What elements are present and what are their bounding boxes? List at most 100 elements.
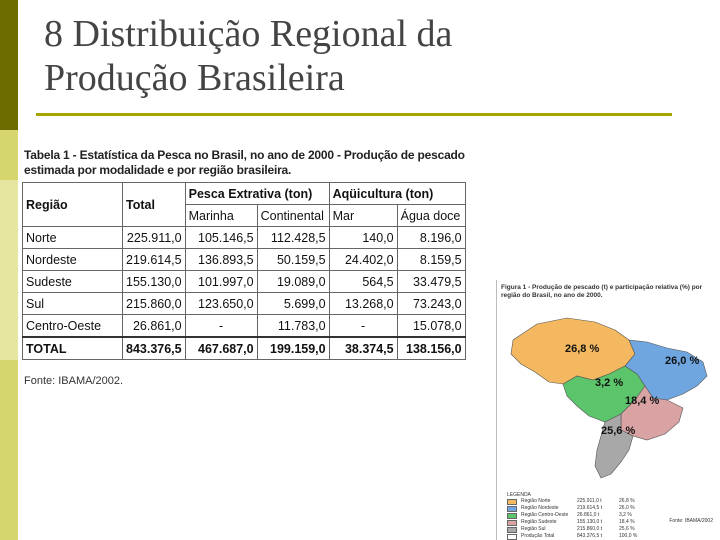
cell-marinha: 467.687,0 [184, 336, 258, 360]
fishing-statistics-table: Região Total Pesca Extrativa (ton) Aqüic… [22, 182, 466, 360]
legend-pct: 26,8 % [619, 498, 635, 504]
cell-regiao: Nordeste [22, 248, 123, 271]
cell-regiao: Sul [22, 292, 123, 315]
legend-title: LEGENDA [507, 492, 531, 498]
header-agua-doce: Água doce [396, 204, 466, 227]
map-caption: Figura 1 - Produção de pescado (t) e par… [501, 284, 703, 299]
cell-marinha: 136.893,5 [184, 248, 258, 271]
table-row: Centro-Oeste 26.861,0 - 11.783,0 - 15.07… [22, 314, 466, 338]
cell-mar: 38.374,5 [328, 336, 398, 360]
table-source: Fonte: IBAMA/2002. [24, 375, 124, 387]
label-centro-oeste: 3,2 % [595, 377, 623, 389]
cell-mar: 13.268,0 [328, 292, 398, 315]
cell-total: 843.376,5 [122, 336, 186, 360]
legend-name: Produção Total [521, 533, 555, 539]
header-total: Total [122, 182, 186, 227]
cell-continental: 11.783,0 [256, 314, 330, 338]
label-sul: 25,6 % [601, 425, 635, 437]
legend-value: 26.861,0 t [577, 512, 600, 518]
cell-mar: 24.402,0 [328, 248, 398, 271]
cell-mar: 564,5 [328, 270, 398, 293]
legend-pct: 3,2 % [619, 512, 632, 518]
region-sul [594, 413, 634, 479]
table-total-row: TOTAL 843.376,5 467.687,0 199.159,0 38.3… [22, 336, 466, 360]
sidebar-dark-block [0, 0, 18, 130]
title-line-1: 8 Distribuição Regional da [44, 13, 453, 55]
header-aquicultura: Aqüicultura (ton) [328, 182, 466, 205]
header-pesca-extrativa: Pesca Extrativa (ton) [184, 182, 330, 205]
slide-title: 8 Distribuição Regional da Produção Bras… [44, 12, 452, 100]
cell-total: 225.911,0 [122, 226, 186, 249]
label-sudeste: 18,4 % [625, 395, 659, 407]
legend-item: Região Sul 215.860,0 t 25,6 % [507, 526, 637, 533]
cell-total: 215.860,0 [122, 292, 186, 315]
header-regiao: Região [22, 182, 123, 227]
legend-name: Região Sudeste [521, 519, 557, 525]
cell-regiao: Norte [22, 226, 123, 249]
cell-continental: 19.089,0 [256, 270, 330, 293]
cell-agua-doce: 15.078,0 [396, 314, 466, 338]
legend-swatch [507, 499, 517, 505]
brazil-region-map: 26,8 % 26,0 % 3,2 % 18,4 % 25,6 % [510, 317, 708, 479]
cell-regiao: Sudeste [22, 270, 123, 293]
legend-name: Região Norte [521, 498, 551, 504]
table-row: Sudeste 155.130,0 101.997,0 19.089,0 564… [22, 270, 466, 293]
legend-pct: 18,4 % [619, 519, 635, 525]
label-nordeste: 26,0 % [665, 355, 699, 367]
cell-continental: 5.699,0 [256, 292, 330, 315]
cell-marinha: - [184, 314, 258, 338]
title-line-2: Produção Brasileira [44, 57, 345, 99]
header-marinha: Marinha [184, 204, 258, 227]
cell-total: 26.861,0 [122, 314, 186, 338]
legend-swatch [507, 506, 517, 512]
legend-value: 843.376,5 t [577, 533, 603, 539]
cell-agua-doce: 73.243,0 [396, 292, 466, 315]
cell-continental: 50.159,5 [256, 248, 330, 271]
cell-marinha: 105.146,5 [184, 226, 258, 249]
legend-item: Região Norte 225.911,0 t 26,8 % [507, 498, 637, 505]
label-norte: 26,8 % [565, 343, 599, 355]
cell-marinha: 101.997,0 [184, 270, 258, 293]
table-row: Sul 215.860,0 123.650,0 5.699,0 13.268,0… [22, 292, 466, 315]
table-caption: Tabela 1 - Estatística da Pesca no Brasi… [24, 148, 465, 177]
map-legend: LEGENDA Região Norte 225.911,0 t 26,8 % Reg… [507, 492, 637, 540]
cell-mar: 140,0 [328, 226, 398, 249]
cell-agua-doce: 8.159,5 [396, 248, 466, 271]
brazil-map-figure: Figura 1 - Produção de pescado (t) e par… [496, 280, 720, 540]
cell-marinha: 123.650,0 [184, 292, 258, 315]
legend-item: Região Sudeste 155.130,0 t 18,4 % [507, 519, 637, 526]
legend-name: Região Nordeste [521, 505, 559, 511]
legend-item: Produção Total 843.376,5 t 100,0 % [507, 533, 637, 540]
cell-total: 155.130,0 [122, 270, 186, 293]
legend-swatch [507, 513, 517, 519]
legend-pct: 25,6 % [619, 526, 635, 532]
legend-value: 155.130,0 t [577, 519, 603, 525]
legend-value: 219.614,5 t [577, 505, 603, 511]
table-row: Norte 225.911,0 105.146,5 112.428,5 140,… [22, 226, 466, 249]
sidebar-light-block [0, 180, 18, 360]
legend-value: 215.860,0 t [577, 526, 603, 532]
cell-regiao: Centro-Oeste [22, 314, 123, 338]
legend-value: 225.911,0 t [577, 498, 602, 504]
cell-agua-doce: 8.196,0 [396, 226, 466, 249]
header-continental: Continental [256, 204, 330, 227]
legend-item: Região Centro-Oeste 26.861,0 t 3,2 % [507, 512, 637, 519]
legend-name: Região Sul [521, 526, 546, 532]
legend-swatch [507, 534, 517, 540]
cell-agua-doce: 33.479,5 [396, 270, 466, 293]
legend-swatch [507, 527, 517, 533]
cell-regiao: TOTAL [22, 336, 123, 360]
title-underline [36, 113, 672, 116]
legend-pct: 26,0 % [619, 505, 635, 511]
map-source: Fonte: IBAMA/2002 [669, 518, 713, 524]
legend-pct: 100,0 % [619, 533, 638, 539]
cell-continental: 112.428,5 [256, 226, 330, 249]
cell-total: 219.614,5 [122, 248, 186, 271]
cell-continental: 199.159,0 [256, 336, 330, 360]
table-row: Nordeste 219.614,5 136.893,5 50.159,5 24… [22, 248, 466, 271]
slide-sidebar [0, 0, 18, 540]
header-mar: Mar [328, 204, 398, 227]
legend-swatch [507, 520, 517, 526]
cell-mar: - [328, 314, 398, 338]
legend-name: Região Centro-Oeste [521, 512, 569, 518]
